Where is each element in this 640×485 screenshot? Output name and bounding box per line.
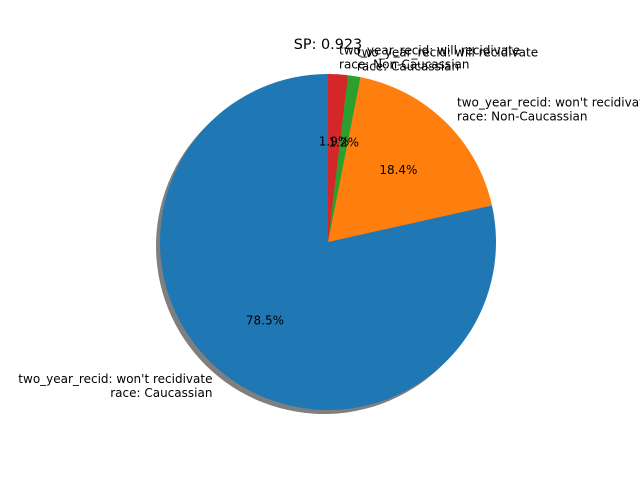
- slice-label-3: two_year_recid: will recidivate race: Cau…: [357, 45, 538, 73]
- slice-label-line: two_year_recid: will recidivate: [339, 44, 520, 58]
- slice-label-line: race: Non-Caucassian: [457, 110, 587, 124]
- slice-label-line: race: Caucassian: [110, 386, 212, 400]
- slice-percent-1: 78.5%: [246, 314, 284, 328]
- slice-percent-4: 1.9%: [319, 134, 350, 148]
- slice-label-line: race: Non-Caucassian: [339, 58, 469, 72]
- slice-percent-3: 1.2%: [329, 135, 360, 149]
- slice-label-2: two_year_recid: won't recidivate race: No…: [457, 96, 640, 124]
- pie-slices: [159, 74, 496, 410]
- slice-label-line: two_year_recid: won't recidivate: [18, 372, 212, 386]
- slice-label-1: two_year_recid: won't recidivate race: Ca…: [18, 372, 212, 400]
- slice-label-line: race: Caucassian: [357, 59, 459, 73]
- slice-percent-2: 18.4%: [379, 163, 417, 177]
- pie-slice-4: [328, 74, 349, 242]
- pie-slice-3: [328, 75, 361, 242]
- pie-labels: two_year_recid: won't recidivate race: Ca…: [18, 44, 640, 401]
- slice-label-line: two_year_recid: won't recidivate: [457, 96, 640, 110]
- chart-title: SP: 0.923: [294, 37, 362, 53]
- pie-slice-2: [328, 77, 492, 243]
- slice-label-line: two_year_recid: will recidivate: [357, 45, 538, 59]
- slice-label-4: two_year_recid: will recidivate race: Non…: [339, 44, 520, 72]
